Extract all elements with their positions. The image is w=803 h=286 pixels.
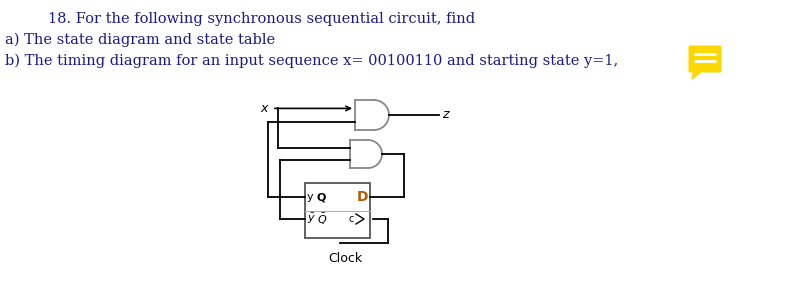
FancyBboxPatch shape: [687, 45, 720, 72]
Polygon shape: [691, 71, 701, 79]
Text: Clock: Clock: [328, 252, 362, 265]
Text: y: y: [307, 192, 313, 202]
Text: a) The state diagram and state table: a) The state diagram and state table: [5, 33, 275, 47]
Text: 18. For the following synchronous sequential circuit, find: 18. For the following synchronous sequen…: [48, 12, 475, 26]
Bar: [304, 183, 369, 238]
Text: c: c: [349, 214, 353, 224]
Text: x: x: [260, 102, 267, 115]
Text: D: D: [357, 190, 368, 204]
Text: $\bar{y}$: $\bar{y}$: [307, 212, 316, 226]
Text: b) The timing diagram for an input sequence x= 00100110 and starting state y=1,: b) The timing diagram for an input seque…: [5, 54, 618, 68]
Text: z: z: [442, 108, 448, 122]
Text: $\bar{Q}$: $\bar{Q}$: [316, 211, 327, 227]
Text: Q: Q: [316, 192, 326, 202]
